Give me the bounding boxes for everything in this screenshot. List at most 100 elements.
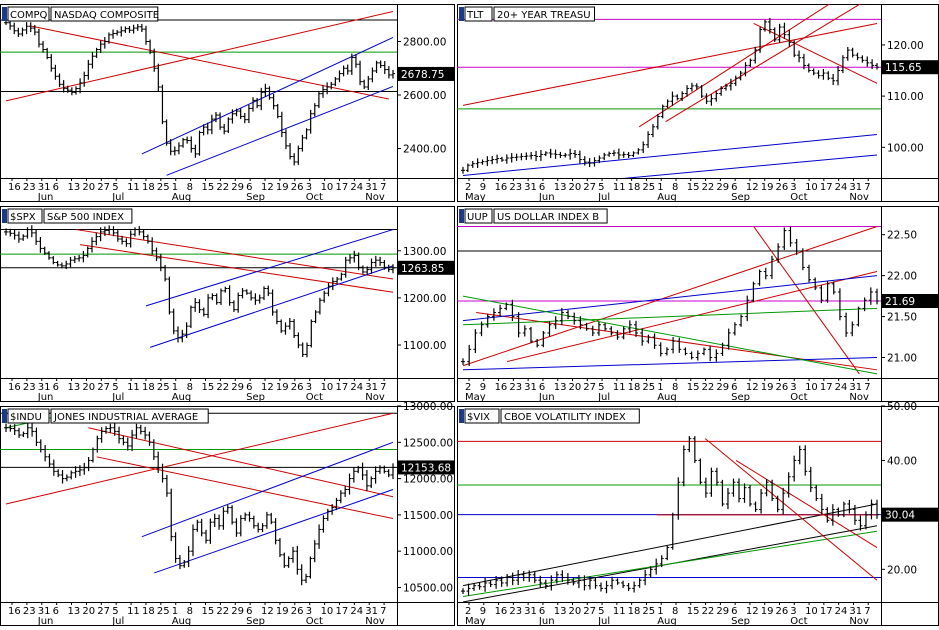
month-label: Sep [731,192,750,203]
x-tick-label: 26 [776,606,789,617]
x-tick-label: 26 [776,182,789,193]
y-tick-label: 120.00 [887,40,924,52]
y-tick-label: 2800.00 [403,36,446,48]
x-tick-label: 25 [157,182,170,193]
x-tick-label: 3 [790,606,796,617]
month-label: Jun [538,616,555,626]
x-tick-label: 12 [746,382,759,393]
month-label: Aug [172,616,192,626]
x-tick-label: 23 [509,606,522,617]
trend-line [154,489,394,574]
y-tick-label: 40.00 [887,455,917,467]
x-tick-label: 12 [746,606,759,617]
x-tick-label: 24 [835,182,848,193]
x-tick-label: 15 [202,606,215,617]
x-tick-label: 7 [864,382,870,393]
month-label: Nov [365,616,385,626]
month-label: Jul [597,392,610,403]
x-tick-label: 1 [172,382,178,393]
trend-line [96,456,394,520]
x-tick-label: 24 [350,606,363,617]
chart-title-text: CBOE VOLATILITY INDEX [504,412,626,423]
trend-line [149,265,394,348]
x-tick-label: 22 [702,606,715,617]
month-label: Aug [172,192,192,203]
x-tick-label: 2 [465,182,471,193]
x-tick-label: 6 [731,606,737,617]
x-tick-label: 16 [8,182,21,193]
chart-title: UUP US DOLLAR INDEX B [459,208,608,224]
plot-area [0,409,397,586]
x-tick-label: 31 [38,382,51,393]
trend-line [462,307,878,326]
y-tick-label: 12500.00 [403,437,453,449]
symbol-box [7,6,50,22]
x-tick-label: 12 [261,606,274,617]
trend-line [462,226,878,367]
trend-line [75,229,394,280]
month-label: Jul [111,192,124,203]
trend-line [145,229,394,307]
month-label: Oct [306,392,323,403]
ohlc-bars [461,17,879,174]
y-tick-label: 50.00 [887,401,917,413]
x-tick-label: 22 [216,182,229,193]
month-label: Oct [306,192,323,203]
panel-vix: 20.0030.0040.0050.0030.04291623316132027… [457,401,939,627]
ohlc-bars [461,436,879,596]
title-box [50,408,209,424]
title-box [50,6,159,22]
x-tick-label: 18 [142,606,155,617]
x-tick-label: 25 [642,182,655,193]
x-tick-label: 26 [776,382,789,393]
month-label: Aug [657,616,677,626]
x-tick-label: 13 [554,382,567,393]
x-tick-label: 1 [657,382,663,393]
x-tick-label: 15 [202,382,215,393]
trend-line [5,11,394,102]
x-tick-label: 23 [509,382,522,393]
trend-line [623,154,878,178]
x-tick-label: 19 [761,382,774,393]
x-tick-label: 13 [554,606,567,617]
x-tick-label: 31 [849,382,862,393]
x-tick-label: 24 [350,382,363,393]
x-tick-label: 20 [82,382,95,393]
month-label: Aug [172,392,192,403]
x-tick-label: 22 [216,606,229,617]
x-tick-label: 6 [53,182,59,193]
month-label: Nov [849,616,869,626]
y-tick-label: 12000.00 [403,474,453,486]
trend-line [462,275,878,322]
ohlc-bars [4,18,395,166]
month-label: Nov [365,192,385,203]
trend-line [462,134,878,176]
y-tick-label: 22.00 [887,271,917,283]
title-marker [459,409,464,423]
x-tick-label: 20 [82,606,95,617]
x-tick-label: 11 [613,182,626,193]
last-value-label: 12153.68 [401,462,451,474]
x-tick-label: 6 [246,382,252,393]
y-tick-label: 1100.00 [403,340,446,352]
title-box [500,408,640,424]
x-tick-label: 16 [495,606,508,617]
x-tick-label: 11 [613,382,626,393]
x-tick-label: 9 [480,182,486,193]
x-tick-label: 29 [231,182,244,193]
x-tick-label: 13 [554,182,567,193]
month-label: Jul [597,192,610,203]
x-tick-label: 22 [216,382,229,393]
y-tick-label: 11000.00 [403,546,453,558]
month-label: Aug [657,392,677,403]
chart-title-text: JONES INDUSTRIAL AVERAGE [53,412,198,423]
chart-title: $INDU JONES INDUSTRIAL AVERAGE [2,408,209,424]
x-tick-label: 31 [38,182,51,193]
plot-area [457,4,881,178]
chart-symbol: UUP [467,212,488,223]
trend-line [166,85,394,176]
x-tick-label: 27 [583,382,596,393]
last-value-label: 115.65 [885,62,922,74]
month-label: Sep [246,616,265,626]
